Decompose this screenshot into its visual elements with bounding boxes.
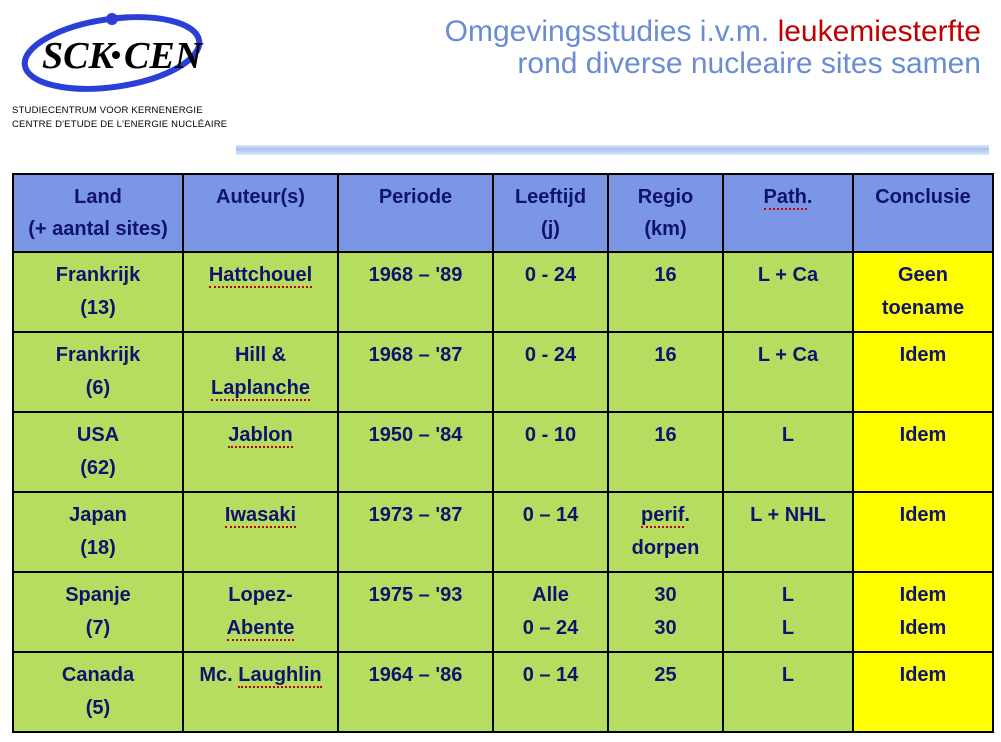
cell-leeftijd: 0 - 24	[493, 332, 608, 412]
cell-leeftijd: 0 – 14	[493, 492, 608, 572]
data-table: Land(+ aantal sites)Auteur(s)PeriodeLeef…	[12, 173, 994, 733]
cell-regio: 16	[608, 412, 723, 492]
table-row: Spanje(7)Lopez-Abente1975 – '93Alle0 – 2…	[13, 572, 993, 652]
svg-text:CEN: CEN	[124, 35, 204, 77]
cell-periode: 1975 – '93	[338, 572, 493, 652]
cell-conclusie: Geentoename	[853, 252, 993, 332]
cell-regio: 25	[608, 652, 723, 732]
cell-path: L + Ca	[723, 252, 853, 332]
cell-conclusie: Idem	[853, 332, 993, 412]
cell-path: L	[723, 652, 853, 732]
cell-auteur: Mc. Laughlin	[183, 652, 338, 732]
table-row: Frankrijk(13)Hattchouel1968 – '890 - 241…	[13, 252, 993, 332]
cell-leeftijd: 0 - 24	[493, 252, 608, 332]
cell-land: Frankrijk(6)	[13, 332, 183, 412]
col-header: Conclusie	[853, 174, 993, 252]
cell-land: Frankrijk(13)	[13, 252, 183, 332]
cell-leeftijd: 0 – 14	[493, 652, 608, 732]
cell-regio: 3030	[608, 572, 723, 652]
header: SCK CEN STUDIECENTRUM VOOR KERNENERGIE C…	[0, 0, 1001, 131]
cell-regio: 16	[608, 252, 723, 332]
cell-auteur: Hattchouel	[183, 252, 338, 332]
cell-leeftijd: Alle0 – 24	[493, 572, 608, 652]
cell-land: USA(62)	[13, 412, 183, 492]
cell-auteur: Jablon	[183, 412, 338, 492]
cell-conclusie: Idem	[853, 492, 993, 572]
logo-subtitle-1: STUDIECENTRUM VOOR KERNENERGIE	[12, 105, 230, 117]
svg-text:SCK: SCK	[42, 35, 116, 77]
cell-path: LL	[723, 572, 853, 652]
cell-auteur: Hill & Laplanche	[183, 332, 338, 412]
cell-path: L	[723, 412, 853, 492]
cell-land: Canada(5)	[13, 652, 183, 732]
title-part2: leukemiesterfte	[778, 15, 981, 48]
cell-regio: perif.dorpen	[608, 492, 723, 572]
cell-land: Japan(18)	[13, 492, 183, 572]
title-part1: Omgevingsstudies i.v.m.	[445, 15, 778, 48]
cell-auteur: Iwasaki	[183, 492, 338, 572]
cell-auteur: Lopez-Abente	[183, 572, 338, 652]
table-wrap: Land(+ aantal sites)Auteur(s)PeriodeLeef…	[0, 155, 1001, 733]
logo-icon: SCK CEN	[12, 8, 212, 103]
cell-periode: 1964 – '86	[338, 652, 493, 732]
cell-leeftijd: 0 - 10	[493, 412, 608, 492]
table-row: USA(62)Jablon1950 – '840 - 1016LIdem	[13, 412, 993, 492]
table-row: Japan(18)Iwasaki1973 – '870 – 14perif.do…	[13, 492, 993, 572]
logo-subtitle-2: CENTRE D'ETUDE DE L'ENERGIE NUCLÉAIRE	[12, 119, 230, 131]
col-header: Leeftijd(j)	[493, 174, 608, 252]
cell-conclusie: IdemIdem	[853, 572, 993, 652]
cell-path: L + NHL	[723, 492, 853, 572]
col-header: Periode	[338, 174, 493, 252]
col-header: Regio(km)	[608, 174, 723, 252]
table-row: Frankrijk(6)Hill & Laplanche1968 – '870 …	[13, 332, 993, 412]
cell-conclusie: Idem	[853, 412, 993, 492]
cell-regio: 16	[608, 332, 723, 412]
cell-periode: 1968 – '89	[338, 252, 493, 332]
title-line1: Omgevingsstudies i.v.m. leukemiesterfte	[230, 16, 981, 48]
cell-land: Spanje(7)	[13, 572, 183, 652]
cell-periode: 1950 – '84	[338, 412, 493, 492]
header-bar	[236, 145, 989, 155]
col-header: Path.	[723, 174, 853, 252]
table-row: Canada(5)Mc. Laughlin1964 – '860 – 1425L…	[13, 652, 993, 732]
logo-block: SCK CEN STUDIECENTRUM VOOR KERNENERGIE C…	[12, 8, 230, 131]
cell-periode: 1973 – '87	[338, 492, 493, 572]
col-header: Land(+ aantal sites)	[13, 174, 183, 252]
cell-conclusie: Idem	[853, 652, 993, 732]
cell-path: L + Ca	[723, 332, 853, 412]
title-block: Omgevingsstudies i.v.m. leukemiesterfte …	[230, 8, 989, 79]
cell-periode: 1968 – '87	[338, 332, 493, 412]
col-header: Auteur(s)	[183, 174, 338, 252]
title-line2: rond diverse nucleaire sites samen	[230, 48, 981, 80]
